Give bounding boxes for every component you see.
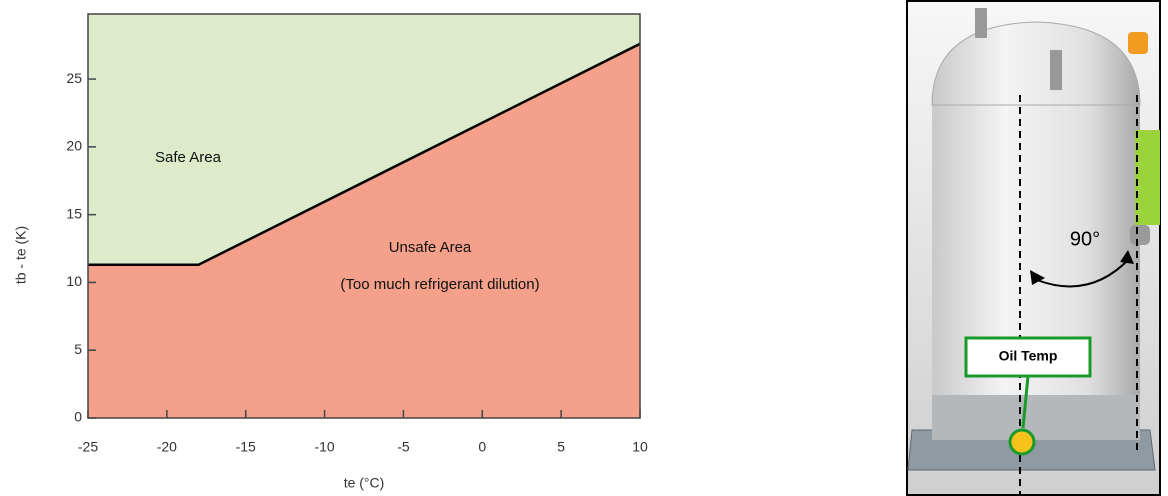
compressor-illustration: 90° Oil Temp [906,0,1161,496]
plot: -25 -20 -15 -10 -5 0 5 10 0 5 10 15 20 25 Safe Area Uns… [66,13,648,455]
sensor-box [964,336,1092,378]
angle-label: 90° [1070,228,1100,250]
boundary-line [88,42,641,267]
terminal-box [1135,130,1160,225]
plot-frame [87,13,641,419]
lug [1050,50,1062,90]
y-tick-label: 10 [66,273,82,289]
dome [931,21,1141,106]
y-tick-label: 0 [74,409,82,425]
lug [975,8,987,38]
fitting [1128,32,1148,54]
x-tick-label: -10 [314,439,334,455]
lower-area [88,43,640,419]
sensor-label: Oil Temp [999,348,1058,364]
x-tick-label: -15 [236,439,256,455]
x-tick-label: 0 [478,439,486,455]
y-tick-label: 15 [66,205,82,221]
region-label: Unsafe Area [389,239,472,256]
y-tick-label: 5 [74,341,82,357]
chart: -25 -20 -15 -10 -5 0 5 10 0 5 10 15 20 25 Safe Area Uns… [13,13,648,491]
region-note: (Too much refrigerant dilution) [340,276,539,293]
x-tick-label: 10 [632,439,648,455]
x-tick-label: -25 [78,439,98,455]
y-tick-label: 20 [66,138,82,154]
upper-area [88,14,640,265]
sensor-dot [1008,428,1036,456]
shell-bottom [932,395,1140,440]
x-tick-label: -5 [397,439,410,455]
x-axis-label: te (°C) [344,475,385,491]
sensor-pointer [1021,375,1030,429]
y-tick-label: 25 [66,70,82,86]
angle-arc [1036,257,1131,288]
x-tick-label: -20 [157,439,177,455]
region-label: Safe Area [155,149,222,166]
y-axis-label: tb - te (K) [13,226,29,284]
x-tick-label: 5 [557,439,565,455]
shell [932,100,1140,440]
port [1130,225,1150,245]
